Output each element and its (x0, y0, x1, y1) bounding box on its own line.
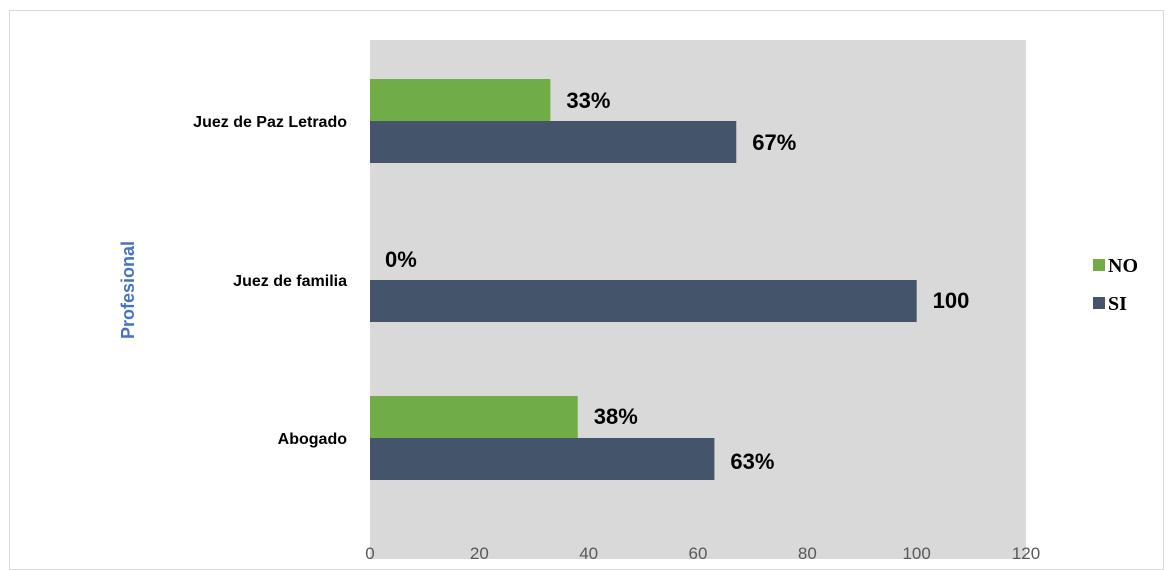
x-tick-label: 120 (1012, 544, 1040, 559)
x-tick-label: 40 (579, 544, 598, 559)
data-label-no: 38% (594, 404, 638, 429)
ticks-layer: 0 20 40 60 80 100 120 (365, 544, 1040, 559)
bar-si (370, 121, 737, 163)
legend-label-no: NO (1108, 255, 1138, 277)
data-label-no: 33% (566, 88, 610, 113)
bar-si (370, 438, 715, 480)
x-tick-label: 80 (798, 544, 817, 559)
y-axis-title: Profesional (118, 241, 138, 339)
legend-swatch-no (1093, 259, 1105, 271)
x-tick-label: 20 (470, 544, 489, 559)
data-label-si: 63% (730, 449, 774, 474)
legend-label-si: SI (1108, 293, 1127, 315)
category-label: Abogado (278, 431, 348, 448)
bar-si (370, 280, 917, 322)
data-label-si: 100 (933, 288, 970, 313)
bars-layer (370, 79, 917, 480)
bar-no (370, 396, 578, 438)
x-tick-label: 100 (902, 544, 930, 559)
data-label-si: 67% (752, 130, 796, 155)
data-label-no: 0% (385, 247, 417, 272)
x-tick-label: 0 (365, 544, 374, 559)
category-label: Juez de familia (233, 273, 347, 290)
legend: NO SI (1093, 255, 1138, 315)
legend-swatch-si (1093, 297, 1105, 309)
category-label: Juez de Paz Letrado (193, 114, 347, 131)
x-tick-label: 60 (689, 544, 708, 559)
labels-layer: Juez de Paz Letrado Juez de familia Abogad… (193, 88, 969, 474)
bar-no (370, 79, 551, 121)
